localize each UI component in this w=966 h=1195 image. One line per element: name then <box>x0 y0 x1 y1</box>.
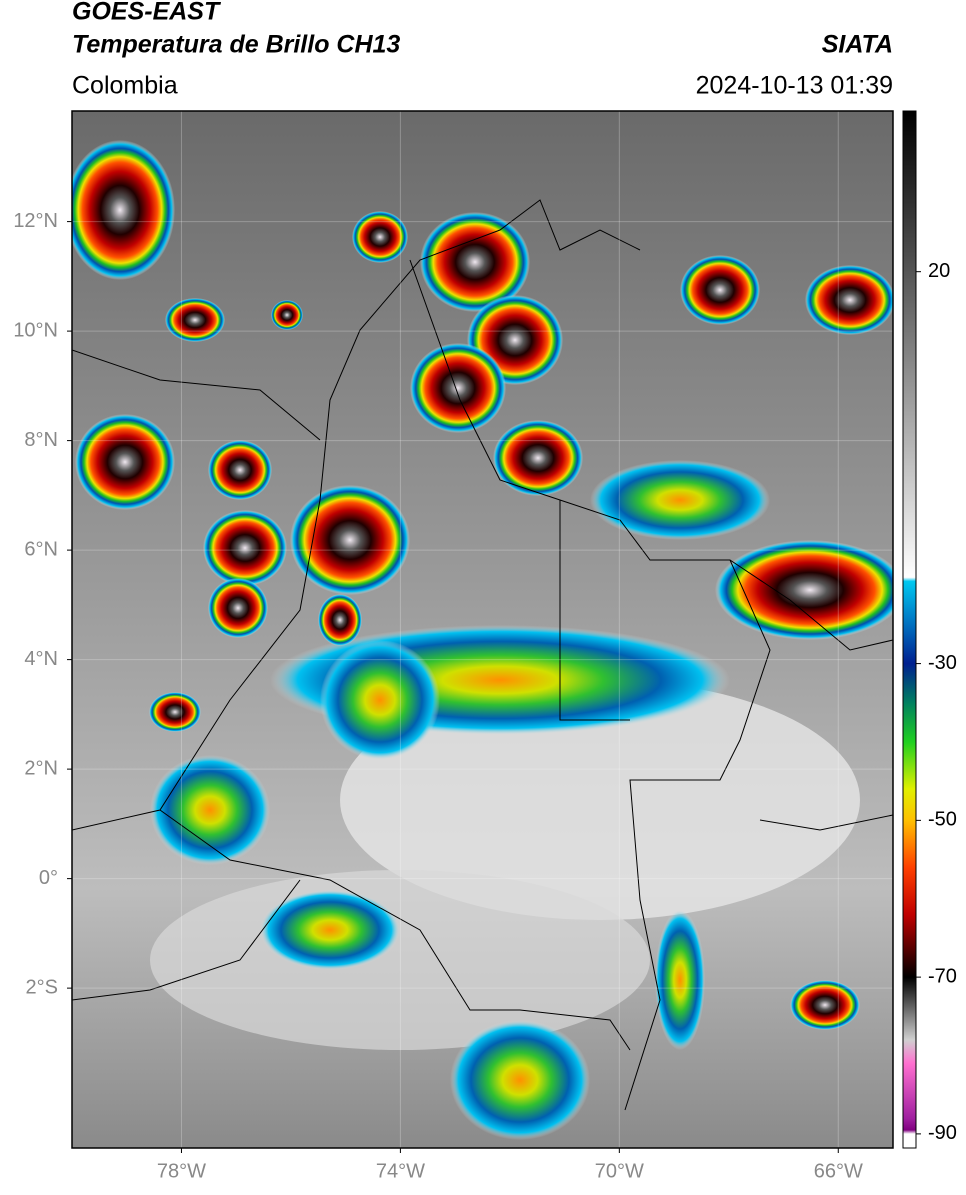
lat-tick-label: 0° <box>39 867 58 889</box>
colorbar-tick-label: -50 <box>928 809 957 831</box>
lon-tick-label: 66°W <box>814 1160 863 1182</box>
colorbar-tick-label: 20 <box>928 260 950 282</box>
map-frame <box>71 110 894 1149</box>
colorbar-tick-label: -90 <box>928 1122 957 1144</box>
source: SIATA <box>822 31 893 59</box>
lat-tick-label: 2°N <box>24 757 58 779</box>
lat-tick-label: 10°N <box>13 319 58 341</box>
datetime: 2024-10-13 01:39 <box>696 72 893 100</box>
lon-tick-label: 70°W <box>595 1160 644 1182</box>
region: Colombia <box>72 72 178 100</box>
colorbar <box>902 110 917 1149</box>
imagery <box>72 111 893 1148</box>
lat-tick-label: 6°N <box>24 538 58 560</box>
lat-tick-label: 8°N <box>24 429 58 451</box>
lon-tick-label: 78°W <box>157 1160 206 1182</box>
colorbar-tick-label: -30 <box>928 652 957 674</box>
lat-tick-label: 12°N <box>13 210 58 232</box>
lon-tick-label: 74°W <box>376 1160 425 1182</box>
colorbar-tick-label: -70 <box>928 965 957 987</box>
lat-tick-label: 2°S <box>26 976 58 998</box>
product: Temperatura de Brillo CH13 <box>72 31 400 59</box>
satellite: GOES-EAST <box>72 0 222 26</box>
lat-tick-label: 4°N <box>24 648 58 670</box>
grid <box>72 111 893 1148</box>
